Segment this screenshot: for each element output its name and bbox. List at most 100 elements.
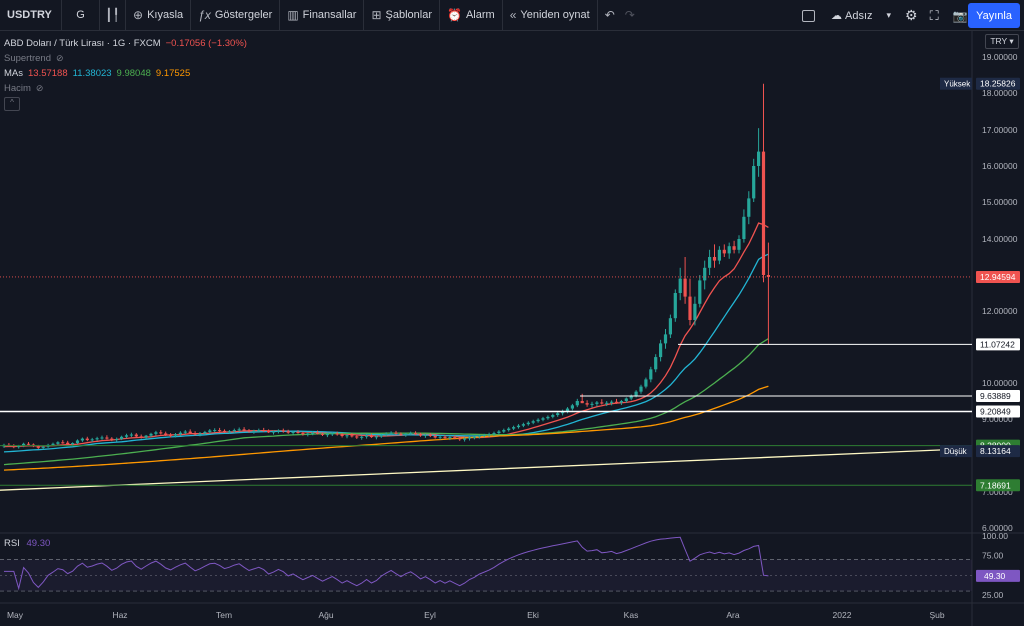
undo-icon[interactable]: ↶ (604, 8, 615, 22)
alert-button[interactable]: ⏰ Alarm (440, 0, 503, 31)
candle-body (600, 402, 604, 404)
financials-button[interactable]: ▥ Finansallar (280, 0, 365, 31)
candle-body (379, 434, 383, 437)
candle-body (71, 443, 75, 445)
chart-style-button[interactable]: ┃╿ (100, 0, 126, 31)
hidden-eye-icon[interactable]: ⊘ (35, 83, 44, 93)
candle-body (619, 401, 623, 403)
price-tag-bg (976, 405, 1020, 418)
compare-button[interactable]: ⊕ Kıyasla (126, 0, 192, 31)
candle-body (497, 431, 501, 434)
rsi-legend: RSI 49.30 (4, 538, 50, 549)
ma-value-3: 9.98048 (116, 68, 151, 79)
rsi-tick-label: 75.00 (982, 551, 1004, 561)
candle-body (154, 432, 158, 434)
candle-body (688, 296, 692, 320)
interval-label: G (76, 9, 85, 21)
plus-circle-icon: ⊕ (133, 8, 144, 22)
candle-body (580, 401, 584, 404)
replay-label: Yeniden oynat (520, 9, 590, 21)
candle-body (570, 405, 574, 409)
legend-mas-row[interactable]: MAs 13.57188 11.38023 9.98048 9.17525 (4, 66, 247, 81)
candle-body (75, 440, 80, 444)
candle-body (678, 278, 682, 293)
price-tag: 8.13164 (980, 446, 1011, 456)
interval-button[interactable]: G (62, 0, 100, 31)
candle-body (575, 401, 579, 406)
candle-body (659, 343, 663, 358)
rsi-line (4, 536, 769, 591)
ma-value-2: 11.38023 (72, 68, 112, 79)
publish-button[interactable]: Yayınla (968, 3, 1020, 28)
candle-body (144, 435, 148, 438)
candle-body (90, 439, 94, 441)
candle-body (262, 430, 266, 432)
legend-title: ABD Doları / Türk Lirası · 1G · FXCM (4, 38, 161, 49)
candle-body (399, 433, 403, 435)
candle-body (301, 433, 305, 435)
layout-name[interactable]: Adsız (845, 9, 873, 22)
candle-body (237, 429, 241, 431)
legend-supertrend-row[interactable]: Supertrend ⊘ (4, 51, 247, 66)
candle-body (227, 431, 231, 433)
legend-change: −0.17056 (−1.30%) (165, 38, 247, 49)
rectangle-icon[interactable] (802, 9, 815, 22)
price-tag: 9.63889 (980, 391, 1011, 401)
candle-body (335, 433, 339, 435)
candle-body (458, 438, 462, 440)
candle-body (404, 433, 408, 435)
candle-body (634, 391, 638, 396)
candle-body (521, 424, 525, 426)
price-tag-bg (976, 389, 1020, 402)
camera-icon[interactable]: 📷 (952, 8, 968, 23)
candle-body (536, 419, 540, 422)
undo-redo-group: ↶ ↷ (598, 0, 646, 31)
rsi-value-tag: 49.30 (984, 571, 1006, 581)
x-tick-label: May (7, 610, 24, 620)
replay-button[interactable]: «Yeniden oynat (503, 0, 598, 31)
candle-body (85, 438, 89, 441)
currency-selector[interactable]: TRY ▾ (985, 34, 1019, 49)
candle-body (654, 357, 658, 370)
bar-chart-icon: ▥ (287, 8, 299, 22)
chevron-down-icon[interactable]: ▾ (886, 10, 892, 20)
candle-body (512, 427, 516, 429)
gear-icon[interactable]: ⚙ (905, 7, 918, 23)
x-tick-label: Ara (726, 610, 740, 620)
redo-icon[interactable]: ↷ (624, 8, 635, 22)
price-tag-bg (976, 338, 1020, 351)
candle-body (384, 433, 388, 435)
y-tick-label: 18.00000 (982, 88, 1018, 98)
candle-body (414, 433, 418, 435)
price-tag-bg (976, 479, 1020, 492)
candle-body (492, 433, 496, 435)
hidden-eye-icon[interactable]: ⊘ (56, 53, 64, 63)
candle-body (61, 442, 65, 444)
collapse-legend-button[interactable]: ^ (4, 97, 20, 111)
candle-body (198, 433, 202, 435)
y-tick-label: 10.00000 (982, 378, 1018, 388)
fullscreen-icon[interactable]: ⛶ (929, 7, 939, 23)
y-tick-label: 19.00000 (982, 52, 1018, 62)
legend-symbol-row: ABD Doları / Türk Lirası · 1G · FXCM −0.… (4, 36, 247, 51)
price-tag-bg (976, 445, 1020, 458)
rsi-tick-label: 100.00 (982, 531, 1008, 541)
x-tick-label: Eyl (424, 610, 436, 620)
candle-body (610, 401, 614, 403)
candle-body (286, 431, 290, 433)
candle-body (467, 437, 472, 439)
x-tick-label: Şub (929, 610, 944, 620)
templates-button[interactable]: ⊞ Şablonlar (364, 0, 441, 31)
symbol-search-button[interactable]: USDTRY (0, 0, 62, 31)
indicators-label: Göstergeler (214, 9, 273, 21)
candle-body (46, 444, 50, 447)
y-tick-label: 6.00000 (982, 523, 1013, 533)
candle-body (693, 303, 697, 320)
indicators-button[interactable]: ƒx Göstergeler (191, 0, 281, 31)
candle-body (173, 434, 178, 436)
candle-body (80, 438, 84, 441)
candle-body (649, 369, 653, 380)
candle-body (17, 446, 21, 448)
legend-volume-row[interactable]: Hacim ⊘ (4, 81, 247, 96)
templates-icon: ⊞ (371, 8, 382, 22)
